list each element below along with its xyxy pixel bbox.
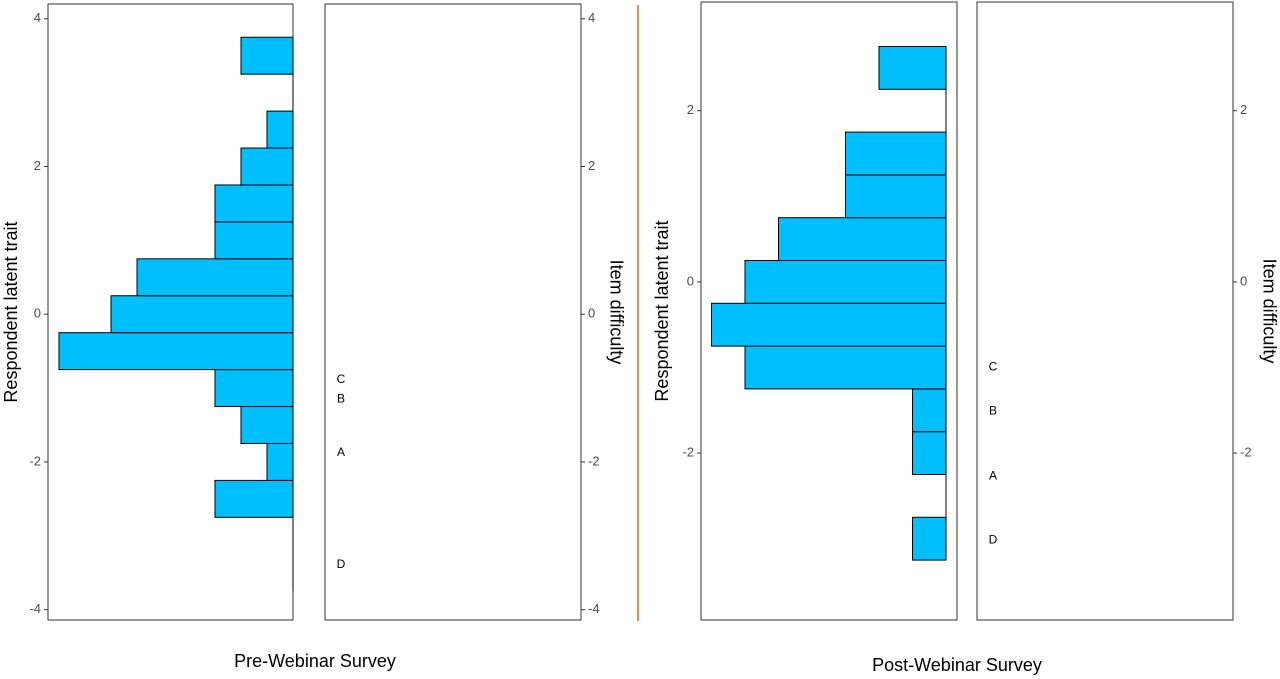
histogram-bar: [214, 369, 294, 408]
y2-tick-label: 0: [588, 306, 595, 321]
item-label: B: [337, 391, 345, 405]
histogram-bar: [912, 431, 947, 475]
y2-axis-title: Item difficulty: [1259, 259, 1279, 364]
histogram-bar: [878, 46, 947, 90]
histogram-bar: [240, 406, 294, 444]
item-panel: [976, 1, 1234, 621]
y2-tick-label: -4: [588, 601, 600, 616]
histogram-bar: [266, 442, 294, 481]
histogram-bar: [110, 295, 294, 334]
histogram-bar: [744, 259, 947, 304]
y2-tick-label: 2: [1240, 102, 1247, 117]
y2-tick-label: -2: [1240, 445, 1252, 460]
item-label: C: [989, 360, 998, 374]
panel-title: Pre-Webinar Survey: [234, 651, 396, 671]
y-axis-title: Respondent latent trait: [1, 221, 21, 402]
histogram-bar: [58, 332, 294, 371]
item-label: C: [337, 372, 346, 386]
histogram-bar: [240, 36, 294, 75]
histogram-bar: [136, 258, 294, 297]
histogram-bar: [214, 221, 294, 260]
histogram-bar: [214, 479, 294, 518]
histogram-bar: [266, 110, 294, 149]
y2-tick-label: 0: [1240, 273, 1247, 288]
y-tick-label: -2: [29, 453, 41, 468]
item-label: A: [337, 445, 345, 459]
histogram-bar: [744, 345, 947, 390]
y2-tick-label: -2: [588, 453, 600, 468]
histogram-bar: [240, 147, 294, 186]
histogram-panel: [700, 1, 958, 621]
y-tick-label: -4: [29, 601, 41, 616]
y-tick-label: -2: [682, 445, 694, 460]
histogram-bar: [778, 217, 947, 261]
histogram-bar: [912, 516, 947, 561]
y-axis-title: Respondent latent trait: [652, 220, 672, 401]
item-panel: [324, 3, 582, 621]
item-label: D: [989, 533, 998, 547]
y-tick-label: 4: [34, 10, 41, 25]
y-tick-label: 2: [34, 158, 41, 173]
y2-tick-label: 2: [588, 158, 595, 173]
y-tick-label: 0: [687, 273, 694, 288]
histogram-bar: [214, 184, 294, 223]
item-label: B: [989, 403, 997, 417]
item-label: A: [989, 468, 997, 482]
y2-axis-title: Item difficulty: [606, 260, 626, 365]
y-tick-label: 0: [34, 306, 41, 321]
y2-tick-label: 4: [588, 10, 595, 25]
histogram-bar: [845, 174, 947, 219]
histogram-bar: [845, 131, 947, 176]
histogram-bar: [711, 302, 947, 347]
histogram-bar: [912, 388, 947, 433]
panel-title: Post-Webinar Survey: [872, 655, 1042, 675]
y-tick-label: 2: [687, 102, 694, 117]
item-label: D: [337, 557, 346, 571]
